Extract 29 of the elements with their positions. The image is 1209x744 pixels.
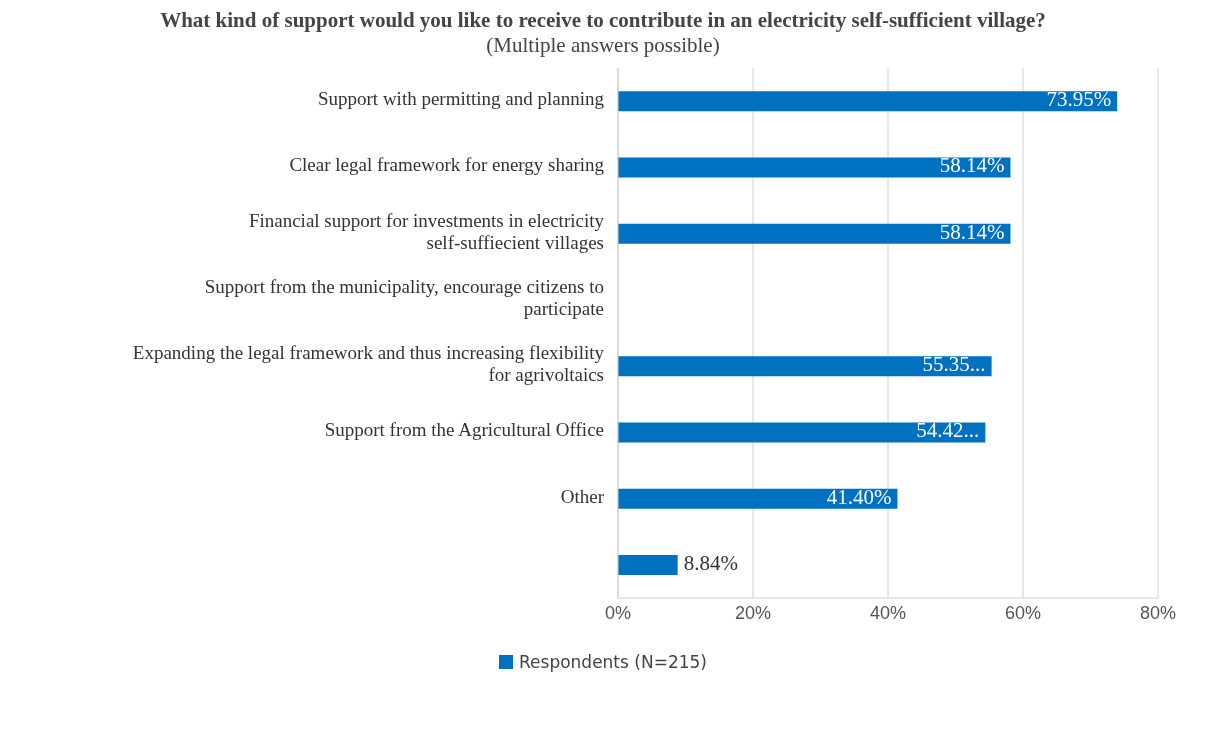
y-tick-label: Clear legal framework for energy sharing — [289, 154, 605, 176]
data-label: 54.42... — [916, 418, 980, 443]
x-tick-label: 40% — [869, 602, 907, 623]
bar — [618, 356, 992, 377]
legend-label: Respondents (N=215) — [519, 652, 707, 672]
data-label: 58.14% — [939, 219, 1005, 244]
data-label: 41.40% — [826, 484, 892, 509]
y-tick-label: Support from the Agricultural Office — [324, 419, 604, 441]
bar — [618, 422, 986, 443]
bar — [618, 488, 898, 509]
chart-title: What kind of support would you like to receive to contribute in an electricity self-sufficient village? — [159, 8, 1047, 33]
y-tick-label: Other — [560, 485, 605, 507]
x-tick-label: 60% — [1004, 602, 1042, 623]
bar — [618, 554, 678, 575]
chart-subtitle: (Multiple answers possible) — [485, 33, 721, 58]
x-tick-label: 20% — [734, 602, 772, 623]
y-tick-label: Financial support for investments in electricity self-suffiecient villages — [248, 209, 605, 253]
y-tick-label: Expanding the legal framework and thus increasing flexibility for agrivoltaics — [132, 342, 605, 386]
data-label: 73.95% — [1046, 87, 1112, 111]
data-label: 55.35... — [922, 352, 986, 376]
y-tick-label: Support with permitting and planning — [317, 88, 605, 110]
y-tick-label: Support from the municipality, encourage citizens to participate — [204, 276, 604, 320]
bar — [618, 157, 1011, 178]
data-label: 8.84% — [683, 550, 738, 575]
data-label: 58.14% — [939, 153, 1005, 178]
bar — [618, 91, 1118, 112]
x-tick-label: 0% — [604, 602, 632, 623]
bar — [618, 223, 1011, 244]
x-tick-label: 80% — [1139, 602, 1177, 623]
